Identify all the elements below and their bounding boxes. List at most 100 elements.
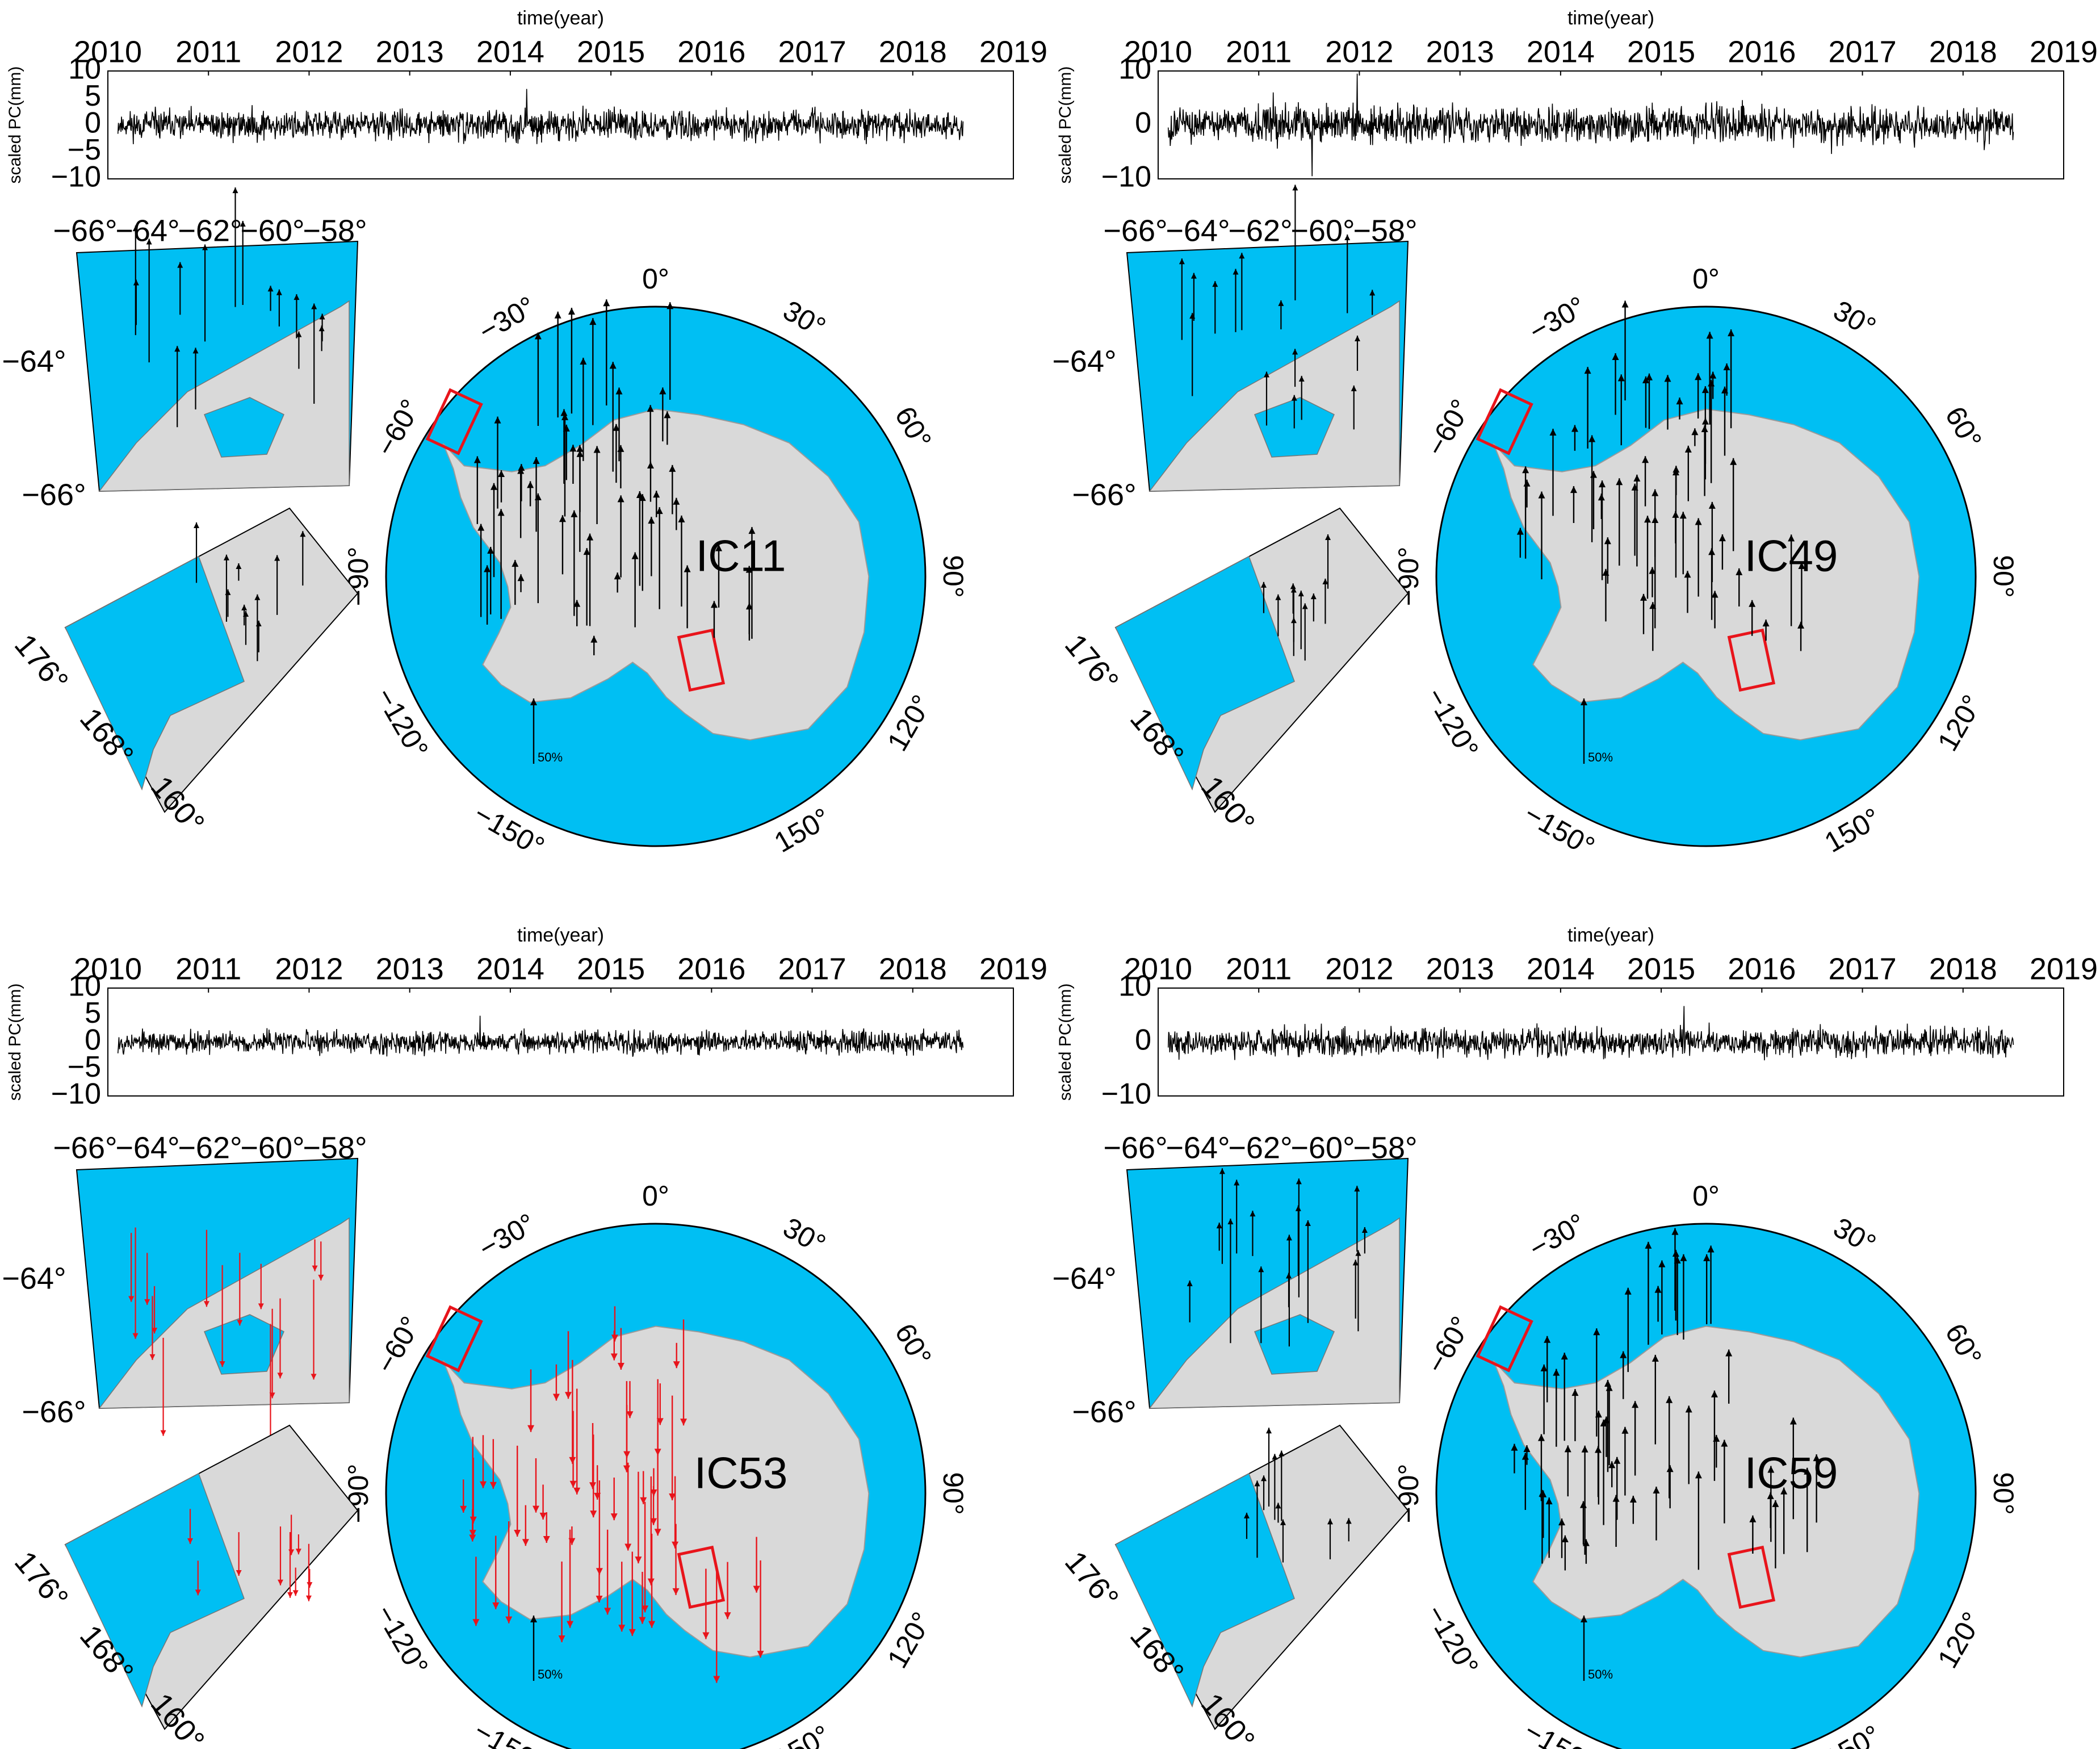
station-arrow-head [1612, 1495, 1620, 1502]
station-arrow-head [569, 1480, 577, 1488]
inset-ocean [1115, 1472, 1295, 1708]
peninsula-region-box [425, 1305, 483, 1373]
component-label: IC11 [696, 531, 786, 581]
station-arrow-head [1588, 435, 1596, 442]
station-arrow-head [1749, 1515, 1757, 1522]
station-arrow-head [745, 566, 753, 573]
station-arrow-head [223, 554, 229, 560]
station-arrow-head [558, 1635, 565, 1643]
station-arrow-head [628, 1629, 636, 1636]
scale-arrow-head [530, 1616, 537, 1622]
station-arrow-head [631, 552, 639, 559]
scale-arrow-head [1581, 698, 1587, 705]
station-arrow-head [1260, 581, 1267, 588]
station-arrow-head [654, 1529, 661, 1536]
station-arrow-head [1658, 1260, 1666, 1267]
station-arrow-head [232, 187, 238, 194]
station-arrow-head [710, 601, 718, 608]
inset-land [1148, 1217, 1400, 1409]
station-arrow-head [1721, 1440, 1728, 1447]
inset-lon-label: 176° [1058, 628, 1125, 698]
station-arrow-head [564, 1392, 572, 1399]
station-arrow-head [1767, 1466, 1775, 1473]
y-axis-label: scaled PC(mm) [1056, 66, 1075, 184]
station-arrow-head [745, 602, 753, 610]
x-tick-label: 2013 [1426, 952, 1494, 986]
station-arrow-head [1292, 185, 1298, 191]
station-arrow-head [1254, 1480, 1260, 1487]
station-arrow-head [300, 531, 306, 537]
x-axis-label: time(year) [517, 924, 604, 946]
station-arrow-head [1523, 1445, 1531, 1453]
y-tick-label: −5 [68, 1051, 101, 1083]
station-arrow-head [1191, 273, 1197, 279]
x-tick-label: 2015 [1627, 35, 1695, 69]
station-arrow-head [611, 1334, 618, 1342]
station-arrow-head [1679, 512, 1687, 519]
station-arrow-head [1275, 594, 1281, 600]
station-arrow-head [491, 483, 498, 490]
station-arrow-head [569, 1457, 576, 1464]
station-arrow-head [1345, 1518, 1352, 1524]
station-arrow-head [1216, 1223, 1222, 1229]
scale-label: 50% [538, 750, 563, 764]
inset-lon-label: −62° [178, 1131, 242, 1165]
station-arrow-head [1642, 456, 1649, 463]
station-arrow-head [1676, 398, 1683, 405]
x-tick-label: 2019 [2030, 952, 2098, 986]
longitude-label: 60° [888, 401, 937, 454]
station-arrow-head [1292, 349, 1298, 355]
station-arrow-head [1263, 371, 1269, 378]
station-arrow-head [236, 563, 242, 569]
station-arrow-head [1613, 1457, 1621, 1464]
station-arrow-head [1718, 534, 1726, 542]
station-arrow-head [1187, 1281, 1193, 1287]
station-arrow-head [1545, 1497, 1553, 1505]
station-arrow-head [678, 515, 685, 522]
station-arrow-head [1571, 425, 1578, 432]
station-arrow-head [132, 225, 139, 232]
station-arrow-head [311, 303, 317, 309]
station-arrow-head [1788, 534, 1795, 542]
station-arrow-head [1684, 445, 1692, 453]
x-tick-label: 2010 [1124, 952, 1192, 986]
station-arrow-head [1654, 1286, 1662, 1293]
x-tick-label: 2015 [577, 952, 645, 986]
station-arrow-head [269, 1392, 275, 1399]
station-arrow-head [1570, 486, 1577, 493]
x-tick-label: 2015 [577, 35, 645, 69]
station-arrow-head [1290, 617, 1297, 624]
station-arrow-head [1280, 1519, 1286, 1525]
station-arrow-head [307, 1582, 313, 1588]
polar-map: 0°30°60°90°120°150°−150°−120°−90°−60°−30… [1393, 263, 2019, 863]
station-arrow-head [1571, 1389, 1579, 1396]
station-arrow-head [673, 1361, 680, 1369]
station-arrow-head [568, 1538, 576, 1545]
x-tick-label: 2016 [1728, 35, 1796, 69]
inset-lon-label: −58° [303, 1131, 367, 1165]
station-arrow-head [312, 1265, 318, 1271]
station-arrow-head [1797, 621, 1805, 629]
station-arrow-head [319, 313, 325, 320]
station-arrow-head [240, 221, 246, 227]
x-tick-label: 2018 [1929, 35, 1997, 69]
y-axis-label: scaled PC(mm) [1056, 984, 1075, 1101]
station-arrow-head [144, 1299, 150, 1305]
station-arrow-head [1629, 1496, 1637, 1503]
inset-lon-label: −60° [1290, 1131, 1355, 1165]
station-arrow-head [1325, 534, 1331, 541]
station-arrow-head [1813, 1454, 1820, 1462]
station-arrow-head [295, 1549, 301, 1555]
station-arrow-head [1595, 1411, 1602, 1418]
station-arrow-head [1261, 1475, 1267, 1482]
station-arrow-head [618, 1625, 626, 1632]
station-arrow-head [1616, 478, 1623, 486]
station-arrow-head [1632, 1401, 1639, 1408]
inset-lat-label: −66° [22, 478, 86, 512]
x-tick-label: 2014 [476, 35, 544, 69]
x-tick-label: 2014 [476, 952, 544, 986]
station-arrow-head [1713, 1434, 1720, 1442]
longitude-label: 30° [778, 1211, 831, 1260]
y-tick-label: 10 [68, 53, 101, 86]
station-arrow-head [534, 332, 542, 340]
